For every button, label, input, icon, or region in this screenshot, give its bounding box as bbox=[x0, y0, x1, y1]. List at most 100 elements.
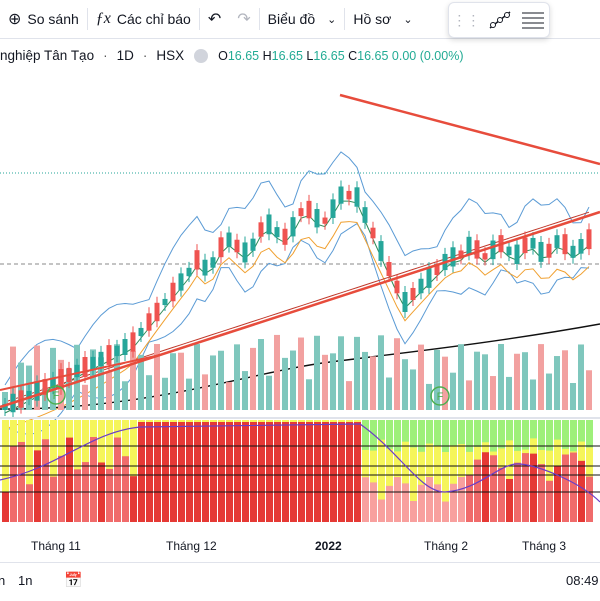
oscillator-bar bbox=[530, 453, 537, 522]
volume-bar bbox=[434, 349, 440, 410]
oscillator-top-bar bbox=[434, 420, 441, 446]
oscillator-bar bbox=[226, 422, 233, 522]
trendline-tool-icon[interactable] bbox=[487, 9, 513, 31]
candle-body bbox=[90, 356, 96, 370]
oscillator-bg bbox=[506, 420, 513, 522]
volume-bar bbox=[530, 379, 536, 410]
candle-body bbox=[554, 235, 560, 248]
oscillator-bg bbox=[50, 420, 57, 522]
volume-bar bbox=[562, 350, 568, 410]
oscillator-bar bbox=[538, 464, 545, 522]
candle-body bbox=[154, 302, 160, 322]
candle-body bbox=[418, 278, 424, 294]
undo-button[interactable]: ↶ bbox=[200, 0, 229, 38]
volume-bar bbox=[114, 344, 120, 410]
volume-bar bbox=[418, 344, 424, 410]
volume-bar bbox=[194, 344, 200, 410]
oscillator-bar bbox=[298, 422, 305, 522]
calendar-icon[interactable]: 📅 bbox=[64, 572, 83, 589]
oscillator-top-bar bbox=[458, 420, 465, 445]
oscillator-bg bbox=[362, 420, 369, 522]
candle-body bbox=[482, 253, 488, 260]
volume-bar bbox=[386, 377, 392, 410]
volume-bar bbox=[66, 368, 72, 410]
oscillator-bar bbox=[106, 468, 113, 522]
oscillator-bar bbox=[42, 439, 49, 522]
oscillator-top-bar bbox=[514, 420, 521, 451]
volume-bar bbox=[354, 336, 360, 410]
oscillator-bar bbox=[162, 422, 169, 522]
volume-bar bbox=[474, 351, 480, 410]
candle-body bbox=[570, 245, 576, 258]
candle-body bbox=[370, 227, 376, 239]
oscillator-bar bbox=[234, 422, 241, 522]
oscillator-top-bar bbox=[522, 420, 529, 450]
trendline bbox=[0, 354, 161, 391]
volume-bar bbox=[330, 353, 336, 410]
range-button[interactable]: 1n bbox=[18, 573, 33, 588]
oscillator-bg bbox=[378, 420, 385, 522]
oscillator-bar bbox=[522, 453, 529, 522]
redo-button[interactable]: ↷ bbox=[229, 0, 258, 38]
oscillator-bar bbox=[570, 452, 577, 522]
candle-body bbox=[162, 298, 168, 306]
oscillator-bg bbox=[2, 420, 9, 522]
symbol-legend: nghiệp Tân Tạo · 1D · HSX O16.65 H16.65 … bbox=[0, 48, 464, 63]
oscillator-bar bbox=[122, 456, 129, 522]
oscillator-bar bbox=[338, 422, 345, 522]
volume-bar bbox=[346, 381, 352, 410]
indicators-label: Các chỉ báo bbox=[116, 11, 191, 27]
volume-bar bbox=[458, 344, 464, 410]
range-button[interactable]: n bbox=[0, 573, 6, 588]
time-axis-label: Tháng 2 bbox=[424, 539, 469, 553]
trendline bbox=[0, 210, 600, 409]
candle-body bbox=[506, 246, 512, 256]
signal-marker bbox=[46, 385, 66, 405]
oscillator-bar bbox=[242, 422, 249, 522]
volume-bar bbox=[178, 352, 184, 410]
toolbar-divider bbox=[258, 8, 260, 30]
candle-body bbox=[282, 228, 288, 245]
volume-bar bbox=[322, 354, 328, 410]
oscillator-bar bbox=[26, 484, 33, 522]
candle-body bbox=[290, 217, 296, 237]
drag-handle-icon[interactable]: ⋮⋮ bbox=[452, 11, 481, 28]
oscillator-top-bar bbox=[482, 420, 489, 443]
indicators-button[interactable]: ƒx Các chỉ báo bbox=[88, 0, 199, 38]
volume-bar bbox=[554, 356, 560, 410]
chart-type-dropdown[interactable]: Biểu đồ ⌄ bbox=[260, 0, 345, 38]
oscillator-bg bbox=[426, 420, 433, 522]
volume-bar bbox=[378, 335, 384, 410]
volume-bar bbox=[466, 380, 472, 410]
volume-bar bbox=[90, 349, 96, 410]
volume-bar bbox=[482, 354, 488, 410]
oscillator-bg bbox=[130, 420, 137, 522]
candle-body bbox=[330, 199, 336, 218]
oscillator-bar bbox=[330, 422, 337, 522]
candle-body bbox=[106, 345, 112, 365]
oscillator-bar bbox=[202, 422, 209, 522]
oscillator-top-bar bbox=[562, 420, 569, 449]
candle-body bbox=[474, 240, 480, 259]
volume-bar bbox=[490, 376, 496, 410]
candle-body bbox=[426, 268, 432, 288]
candle-body bbox=[578, 239, 584, 254]
oscillator-bar bbox=[210, 422, 217, 522]
oscillator-top-bar bbox=[506, 420, 513, 441]
candle-body bbox=[586, 229, 592, 250]
candle-body bbox=[226, 232, 232, 247]
volume-bar bbox=[202, 374, 208, 410]
oscillator-signal-line bbox=[0, 423, 600, 503]
oscillator-bar bbox=[218, 422, 225, 522]
compare-button[interactable]: ⊕ So sánh bbox=[0, 0, 87, 38]
fib-lines-tool-icon[interactable] bbox=[520, 9, 546, 31]
oscillator-bar bbox=[458, 477, 465, 522]
oscillator-bar bbox=[562, 454, 569, 522]
oscillator-bar bbox=[146, 422, 153, 522]
profile-dropdown[interactable]: Hồ sơ ⌄ bbox=[345, 0, 420, 38]
symbol-exchange: HSX bbox=[156, 48, 185, 63]
candle-body bbox=[202, 259, 208, 276]
oscillator-bar bbox=[442, 501, 449, 522]
candle-body bbox=[218, 237, 224, 258]
